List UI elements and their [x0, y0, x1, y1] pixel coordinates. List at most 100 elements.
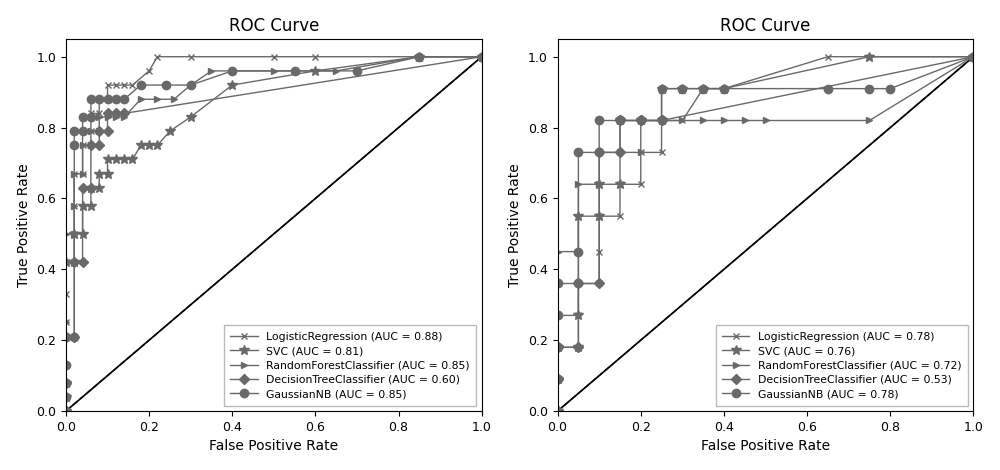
RandomForestClassifier (AUC = 0.85)	[476, 54, 488, 60]
LogisticRegression (AUC = 0.78)	[718, 86, 730, 92]
SVC (AUC = 0.81)	[118, 157, 130, 162]
GaussianNB (AUC = 0.78)	[718, 86, 730, 92]
SVC (AUC = 0.81)	[151, 142, 163, 148]
LogisticRegression (AUC = 0.78)	[593, 249, 605, 254]
LogisticRegression (AUC = 0.88)	[413, 54, 425, 60]
GaussianNB (AUC = 0.85)	[68, 128, 80, 134]
GaussianNB (AUC = 0.78)	[697, 86, 709, 92]
RandomForestClassifier (AUC = 0.72)	[676, 118, 688, 123]
RandomForestClassifier (AUC = 0.85)	[77, 171, 89, 176]
RandomForestClassifier (AUC = 0.72)	[739, 118, 751, 123]
LogisticRegression (AUC = 0.88)	[309, 54, 321, 60]
DecisionTreeClassifier (AUC = 0.60)	[110, 110, 122, 116]
DecisionTreeClassifier (AUC = 0.53)	[593, 281, 605, 286]
GaussianNB (AUC = 0.78)	[676, 86, 688, 92]
DecisionTreeClassifier (AUC = 0.60)	[476, 54, 488, 60]
DecisionTreeClassifier (AUC = 0.60)	[85, 142, 97, 148]
SVC (AUC = 0.81)	[93, 171, 105, 176]
RandomForestClassifier (AUC = 0.85)	[60, 380, 72, 385]
Y-axis label: True Positive Rate: True Positive Rate	[17, 163, 31, 287]
LogisticRegression (AUC = 0.88)	[151, 54, 163, 60]
LogisticRegression (AUC = 0.78)	[593, 281, 605, 286]
SVC (AUC = 0.76)	[572, 213, 584, 219]
GaussianNB (AUC = 0.78)	[822, 86, 834, 92]
GaussianNB (AUC = 0.85)	[85, 96, 97, 102]
GaussianNB (AUC = 0.85)	[60, 380, 72, 385]
GaussianNB (AUC = 0.78)	[572, 149, 584, 155]
DecisionTreeClassifier (AUC = 0.53)	[614, 149, 626, 155]
LogisticRegression (AUC = 0.88)	[60, 291, 72, 297]
RandomForestClassifier (AUC = 0.85)	[135, 96, 147, 102]
RandomForestClassifier (AUC = 0.72)	[614, 149, 626, 155]
GaussianNB (AUC = 0.78)	[552, 376, 564, 382]
SVC (AUC = 0.76)	[572, 345, 584, 350]
LogisticRegression (AUC = 0.88)	[60, 334, 72, 339]
RandomForestClassifier (AUC = 0.85)	[77, 142, 89, 148]
RandomForestClassifier (AUC = 0.72)	[552, 249, 564, 254]
LogisticRegression (AUC = 0.78)	[572, 281, 584, 286]
SVC (AUC = 0.81)	[85, 185, 97, 191]
GaussianNB (AUC = 0.78)	[552, 281, 564, 286]
GaussianNB (AUC = 0.85)	[93, 96, 105, 102]
SVC (AUC = 0.76)	[718, 86, 730, 92]
GaussianNB (AUC = 0.78)	[593, 149, 605, 155]
RandomForestClassifier (AUC = 0.72)	[635, 118, 647, 123]
SVC (AUC = 0.81)	[185, 114, 197, 120]
SVC (AUC = 0.76)	[635, 118, 647, 123]
DecisionTreeClassifier (AUC = 0.53)	[967, 54, 979, 60]
LogisticRegression (AUC = 0.88)	[110, 82, 122, 88]
LogisticRegression (AUC = 0.88)	[85, 110, 97, 116]
DecisionTreeClassifier (AUC = 0.60)	[60, 334, 72, 339]
Line: DecisionTreeClassifier (AUC = 0.53): DecisionTreeClassifier (AUC = 0.53)	[554, 53, 977, 415]
GaussianNB (AUC = 0.85)	[102, 96, 114, 102]
LogisticRegression (AUC = 0.78)	[614, 213, 626, 219]
GaussianNB (AUC = 0.78)	[593, 118, 605, 123]
SVC (AUC = 0.81)	[68, 259, 80, 265]
SVC (AUC = 0.76)	[656, 86, 668, 92]
SVC (AUC = 0.81)	[85, 203, 97, 208]
Line: LogisticRegression (AUC = 0.88): LogisticRegression (AUC = 0.88)	[62, 53, 485, 415]
LogisticRegression (AUC = 0.78)	[967, 54, 979, 60]
Y-axis label: True Positive Rate: True Positive Rate	[508, 163, 522, 287]
SVC (AUC = 0.76)	[593, 181, 605, 187]
GaussianNB (AUC = 0.85)	[289, 68, 301, 74]
RandomForestClassifier (AUC = 0.72)	[760, 118, 772, 123]
SVC (AUC = 0.76)	[552, 345, 564, 350]
Legend: LogisticRegression (AUC = 0.88), SVC (AUC = 0.81), RandomForestClassifier (AUC =: LogisticRegression (AUC = 0.88), SVC (AU…	[224, 325, 476, 406]
LogisticRegression (AUC = 0.88)	[102, 96, 114, 102]
SVC (AUC = 0.81)	[102, 157, 114, 162]
LogisticRegression (AUC = 0.88)	[60, 394, 72, 399]
DecisionTreeClassifier (AUC = 0.53)	[572, 281, 584, 286]
LogisticRegression (AUC = 0.88)	[118, 82, 130, 88]
DecisionTreeClassifier (AUC = 0.60)	[102, 110, 114, 116]
LogisticRegression (AUC = 0.78)	[593, 213, 605, 219]
LogisticRegression (AUC = 0.88)	[68, 203, 80, 208]
GaussianNB (AUC = 0.85)	[118, 96, 130, 102]
LogisticRegression (AUC = 0.78)	[863, 54, 875, 60]
DecisionTreeClassifier (AUC = 0.53)	[614, 118, 626, 123]
SVC (AUC = 0.81)	[60, 380, 72, 385]
DecisionTreeClassifier (AUC = 0.53)	[635, 118, 647, 123]
DecisionTreeClassifier (AUC = 0.60)	[102, 128, 114, 134]
RandomForestClassifier (AUC = 0.85)	[68, 203, 80, 208]
GaussianNB (AUC = 0.78)	[572, 249, 584, 254]
RandomForestClassifier (AUC = 0.85)	[102, 114, 114, 120]
GaussianNB (AUC = 0.85)	[135, 82, 147, 88]
SVC (AUC = 0.81)	[60, 408, 72, 414]
GaussianNB (AUC = 0.85)	[185, 82, 197, 88]
SVC (AUC = 0.81)	[143, 142, 155, 148]
SVC (AUC = 0.81)	[77, 231, 89, 237]
SVC (AUC = 0.76)	[593, 213, 605, 219]
SVC (AUC = 0.76)	[614, 181, 626, 187]
LogisticRegression (AUC = 0.88)	[77, 171, 89, 176]
SVC (AUC = 0.81)	[476, 54, 488, 60]
Line: GaussianNB (AUC = 0.85): GaussianNB (AUC = 0.85)	[62, 53, 486, 415]
RandomForestClassifier (AUC = 0.85)	[110, 114, 122, 120]
LogisticRegression (AUC = 0.88)	[60, 320, 72, 325]
GaussianNB (AUC = 0.78)	[572, 281, 584, 286]
SVC (AUC = 0.81)	[135, 142, 147, 148]
RandomForestClassifier (AUC = 0.85)	[60, 408, 72, 414]
RandomForestClassifier (AUC = 0.72)	[863, 118, 875, 123]
LogisticRegression (AUC = 0.88)	[476, 54, 488, 60]
Title: ROC Curve: ROC Curve	[720, 16, 811, 35]
